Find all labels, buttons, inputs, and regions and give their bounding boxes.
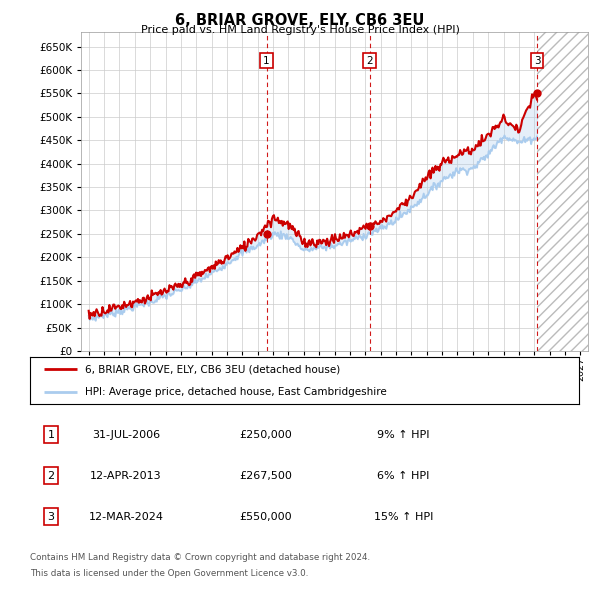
Text: Price paid vs. HM Land Registry's House Price Index (HPI): Price paid vs. HM Land Registry's House … bbox=[140, 25, 460, 35]
Text: 12-MAR-2024: 12-MAR-2024 bbox=[89, 512, 164, 522]
Text: 31-JUL-2006: 31-JUL-2006 bbox=[92, 430, 160, 440]
Text: £267,500: £267,500 bbox=[239, 471, 293, 481]
Bar bbox=[537, 32, 588, 351]
Text: 9% ↑ HPI: 9% ↑ HPI bbox=[377, 430, 430, 440]
Text: 6% ↑ HPI: 6% ↑ HPI bbox=[377, 471, 430, 481]
Text: This data is licensed under the Open Government Licence v3.0.: This data is licensed under the Open Gov… bbox=[30, 569, 308, 578]
Text: 2: 2 bbox=[366, 55, 373, 65]
Text: HPI: Average price, detached house, East Cambridgeshire: HPI: Average price, detached house, East… bbox=[85, 387, 386, 397]
Bar bbox=[537, 32, 588, 351]
Text: 6, BRIAR GROVE, ELY, CB6 3EU (detached house): 6, BRIAR GROVE, ELY, CB6 3EU (detached h… bbox=[85, 364, 340, 374]
Text: 1: 1 bbox=[263, 55, 270, 65]
Text: 3: 3 bbox=[47, 512, 55, 522]
Text: 6, BRIAR GROVE, ELY, CB6 3EU: 6, BRIAR GROVE, ELY, CB6 3EU bbox=[175, 13, 425, 28]
Text: £250,000: £250,000 bbox=[239, 430, 292, 440]
Text: 1: 1 bbox=[47, 430, 55, 440]
Text: 3: 3 bbox=[534, 55, 541, 65]
Text: 12-APR-2013: 12-APR-2013 bbox=[90, 471, 162, 481]
Text: £550,000: £550,000 bbox=[240, 512, 292, 522]
Text: 15% ↑ HPI: 15% ↑ HPI bbox=[374, 512, 433, 522]
Text: Contains HM Land Registry data © Crown copyright and database right 2024.: Contains HM Land Registry data © Crown c… bbox=[30, 553, 370, 562]
Text: 2: 2 bbox=[47, 471, 55, 481]
